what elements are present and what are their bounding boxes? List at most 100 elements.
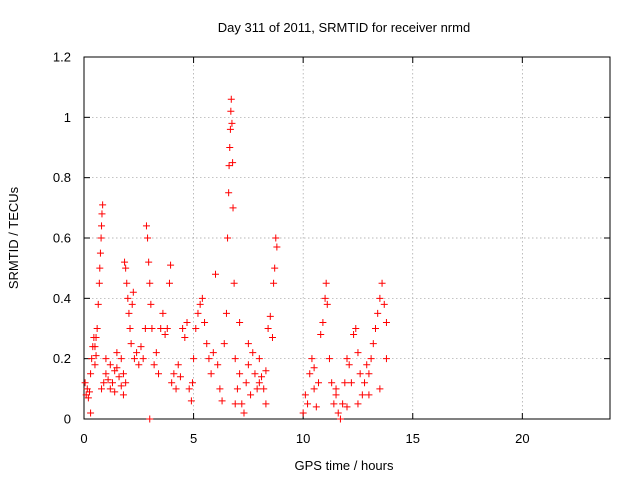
data-point [253, 385, 261, 393]
data-point [115, 373, 123, 381]
data-point [347, 379, 355, 387]
data-point [380, 300, 388, 308]
data-point [242, 379, 250, 387]
data-point [137, 343, 145, 351]
data-point [188, 379, 196, 387]
data-point [104, 376, 112, 384]
data-point [139, 355, 147, 363]
data-point [230, 279, 238, 287]
data-point [148, 325, 156, 332]
data-point [233, 385, 241, 393]
data-point [304, 400, 312, 408]
chart-title: Day 311 of 2011, SRMTID for receiver nrm… [218, 20, 470, 35]
data-point [84, 394, 92, 402]
data-point [339, 400, 347, 408]
data-point [356, 370, 364, 378]
data-point [119, 391, 127, 399]
data-point [108, 379, 116, 387]
data-point [350, 331, 358, 339]
x-axis-label: GPS time / hours [295, 458, 394, 473]
data-point [91, 361, 99, 369]
data-point [365, 391, 373, 399]
data-point [146, 415, 154, 423]
data-point [98, 210, 106, 218]
data-point [376, 385, 384, 393]
data-point [174, 361, 182, 369]
data-point [214, 361, 222, 369]
data-point [358, 391, 366, 399]
data-points [81, 95, 390, 423]
data-point [378, 279, 386, 287]
data-point [145, 258, 153, 266]
data-point [127, 340, 135, 348]
data-point [111, 388, 119, 396]
data-point [374, 309, 382, 317]
data-point [117, 355, 125, 363]
data-point [102, 355, 110, 363]
data-point [236, 318, 244, 326]
data-point [91, 343, 99, 351]
data-point [319, 318, 327, 326]
data-point [87, 409, 95, 417]
data-point [124, 294, 132, 302]
data-point [218, 397, 226, 405]
data-point [94, 300, 102, 308]
axis-ticks: 0 0.2 0.4 0.6 0.8 1 1.2 0 5 10 15 20 [53, 50, 610, 446]
data-point [201, 318, 209, 326]
data-point [231, 400, 239, 408]
data-point [310, 364, 318, 372]
data-point [367, 355, 375, 363]
data-point [98, 385, 106, 393]
data-point [146, 279, 154, 287]
data-point [161, 331, 169, 339]
data-point [130, 355, 138, 363]
data-point [155, 370, 163, 378]
data-point [306, 370, 314, 378]
data-point [98, 222, 106, 230]
data-point [228, 119, 236, 127]
data-point [371, 325, 379, 332]
data-point [376, 294, 384, 302]
x-tick-label: 15 [406, 431, 420, 446]
data-point [312, 403, 320, 411]
data-point [240, 409, 248, 417]
data-point [382, 318, 390, 326]
data-point [163, 325, 171, 332]
data-point [96, 264, 104, 272]
data-point [128, 300, 136, 308]
data-point [336, 415, 344, 423]
y-tick-label: 0.6 [53, 231, 71, 246]
data-point [81, 379, 89, 387]
data-point [361, 379, 369, 387]
y-tick-label: 0.4 [53, 291, 71, 306]
data-point [100, 379, 108, 387]
data-point [255, 355, 263, 363]
x-tick-label: 20 [515, 431, 529, 446]
data-point [87, 370, 95, 378]
data-point [226, 144, 234, 151]
data-point [205, 355, 213, 363]
data-point [341, 379, 349, 387]
data-point [332, 385, 340, 393]
data-point [262, 367, 270, 375]
data-point [273, 243, 281, 251]
data-point [121, 258, 129, 266]
data-point [157, 325, 165, 332]
data-point [196, 300, 204, 308]
data-point [343, 403, 351, 411]
data-point [229, 159, 237, 167]
data-point [97, 234, 105, 242]
data-point [85, 388, 93, 396]
data-point [231, 355, 239, 363]
data-point [92, 352, 100, 360]
data-point [382, 355, 390, 363]
x-tick-label: 10 [296, 431, 310, 446]
data-point [125, 309, 133, 317]
data-point [345, 361, 353, 369]
data-point [262, 400, 270, 408]
data-point [92, 334, 100, 342]
data-point [220, 340, 228, 348]
y-tick-label: 0.8 [53, 170, 71, 185]
data-point [332, 391, 340, 399]
data-point [135, 361, 143, 369]
